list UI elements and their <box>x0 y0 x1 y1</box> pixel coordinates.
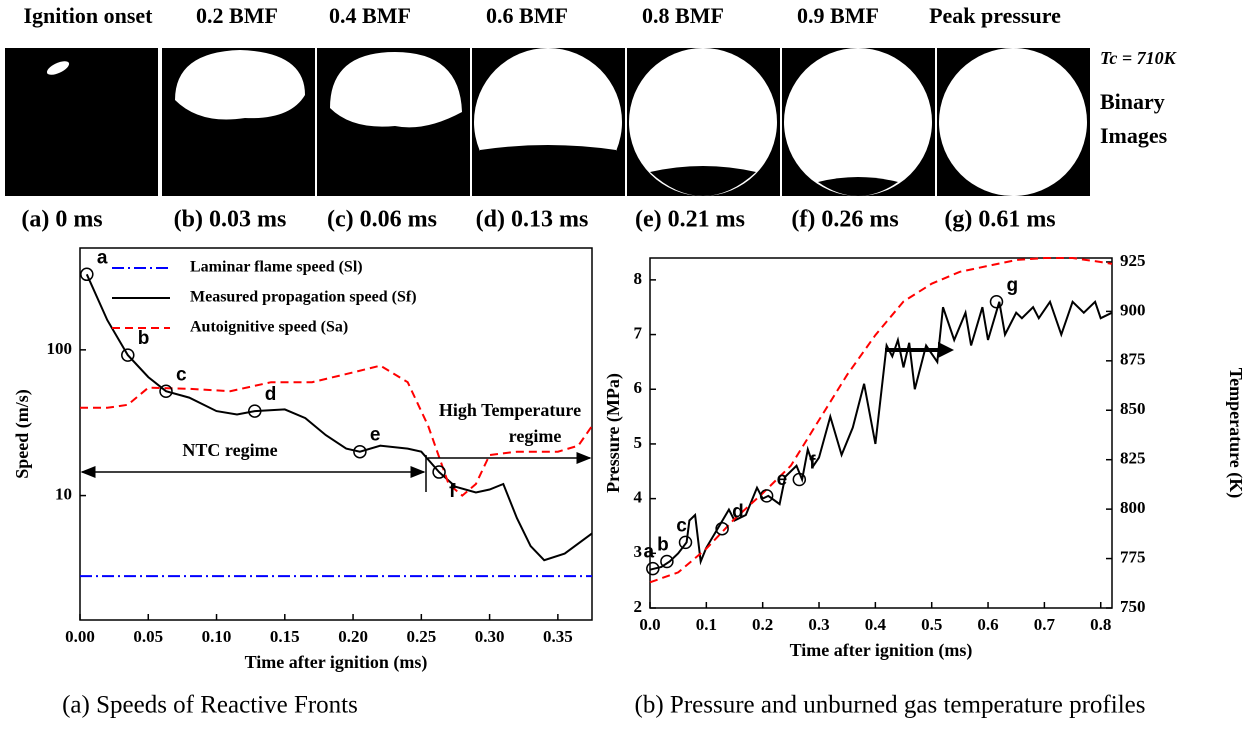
series-line <box>650 302 1112 570</box>
x-axis-label: Time after ignition (ms) <box>245 652 428 673</box>
x-axis-label: Time after ignition (ms) <box>790 640 973 661</box>
y-tick-label: 10 <box>55 484 72 503</box>
panel-time: (g) 0.61 ms <box>944 207 1055 233</box>
point-label: d <box>732 502 744 523</box>
y2-tick-label: 800 <box>1120 498 1146 517</box>
y-tick-label: 8 <box>634 269 643 288</box>
point-label: b <box>657 535 669 556</box>
annotation: NTC regime <box>182 440 277 460</box>
x-tick-label: 0.00 <box>65 627 95 646</box>
x-tick-label: 0.2 <box>752 615 773 634</box>
y2-tick-label: 850 <box>1120 399 1146 418</box>
panel-time: (e) 0.21 ms <box>635 207 745 233</box>
x-tick-label: 0.25 <box>406 627 436 646</box>
x-tick-label: 0.4 <box>865 615 887 634</box>
caption: (b) Pressure and unburned gas temperatur… <box>635 692 1146 719</box>
annotation: regime <box>509 426 562 446</box>
caption: (a) Speeds of Reactive Fronts <box>62 692 358 719</box>
panel-header: 0.2 BMF <box>196 3 278 28</box>
y2-tick-label: 825 <box>1120 449 1146 468</box>
y-tick-label: 2 <box>634 597 643 616</box>
point-label: f <box>449 481 456 502</box>
point-label: f <box>809 453 816 474</box>
point-label: c <box>676 515 687 536</box>
panel-time: (a) 0 ms <box>21 207 102 233</box>
shift-arrowhead <box>938 342 954 358</box>
point-label: g <box>1007 275 1019 296</box>
y-tick-label: 6 <box>634 378 643 397</box>
point-label: c <box>176 364 187 385</box>
unburned-region <box>472 145 625 196</box>
x-tick-label: 0.15 <box>270 627 300 646</box>
y2-tick-label: 750 <box>1120 597 1146 616</box>
y2-tick-label: 875 <box>1120 350 1146 369</box>
y-tick-label: 7 <box>634 323 643 342</box>
x-tick-label: 0.10 <box>202 627 232 646</box>
point-label: a <box>97 247 108 268</box>
panel-time: (b) 0.03 ms <box>174 207 287 233</box>
y-tick-label: 3 <box>634 542 643 561</box>
figure: Tc = 710K Binary Images (a) Speeds of Re… <box>0 0 1247 738</box>
y-axis-label: Pressure (MPa) <box>603 373 624 493</box>
image-panel <box>5 48 158 196</box>
y-tick-label: 5 <box>634 433 643 452</box>
point-label: e <box>777 469 788 490</box>
x-tick-label: 0.35 <box>543 627 573 646</box>
point-label: b <box>138 328 150 349</box>
binary-images <box>5 48 1090 196</box>
x-tick-label: 0.0 <box>639 615 660 634</box>
point-label: a <box>644 542 655 563</box>
annotation: High Temperature <box>439 400 581 420</box>
panel-header: 0.6 BMF <box>486 3 568 28</box>
x-tick-label: 0.05 <box>133 627 163 646</box>
side-label: Binary <box>1100 89 1165 114</box>
x-tick-label: 0.1 <box>696 615 717 634</box>
panel-header: Ignition onset <box>24 3 154 28</box>
plot-frame <box>650 258 1112 608</box>
y-tick-label: 100 <box>47 339 73 358</box>
flame-front <box>784 48 932 196</box>
legend-label: Autoignitive speed (Sa) <box>190 319 348 336</box>
point-marker <box>991 296 1003 308</box>
flame-front <box>939 48 1087 196</box>
side-label: Images <box>1100 123 1168 148</box>
panel-header: 0.8 BMF <box>642 3 724 28</box>
temperature-label: Tc = 710K <box>1100 48 1178 68</box>
x-tick-label: 0.6 <box>977 615 998 634</box>
x-tick-label: 0.30 <box>475 627 505 646</box>
x-tick-label: 0.20 <box>338 627 368 646</box>
panel-time: (f) 0.26 ms <box>791 207 898 233</box>
y-axis-label: Speed (m/s) <box>12 389 33 479</box>
panel-header: 0.4 BMF <box>329 3 411 28</box>
y2-tick-label: 775 <box>1120 547 1146 566</box>
panel-time: (d) 0.13 ms <box>476 207 589 233</box>
panel-time: (c) 0.06 ms <box>327 207 437 233</box>
panel-header: Peak pressure <box>929 3 1061 28</box>
point-label: e <box>370 425 381 446</box>
panel-header: 0.9 BMF <box>797 3 879 28</box>
legend-label: Measured propagation speed (Sf) <box>190 289 417 306</box>
x-tick-label: 0.7 <box>1034 615 1056 634</box>
point-label: d <box>265 384 277 405</box>
legend-label: Laminar flame speed (Sl) <box>190 259 363 276</box>
x-tick-label: 0.5 <box>921 615 942 634</box>
x-tick-label: 0.3 <box>808 615 829 634</box>
y2-axis-label: Temperature (K) <box>1225 368 1246 498</box>
y2-tick-label: 900 <box>1120 300 1146 319</box>
x-tick-label: 0.8 <box>1090 615 1111 634</box>
y2-tick-label: 925 <box>1120 251 1146 270</box>
y-tick-label: 4 <box>634 488 643 507</box>
